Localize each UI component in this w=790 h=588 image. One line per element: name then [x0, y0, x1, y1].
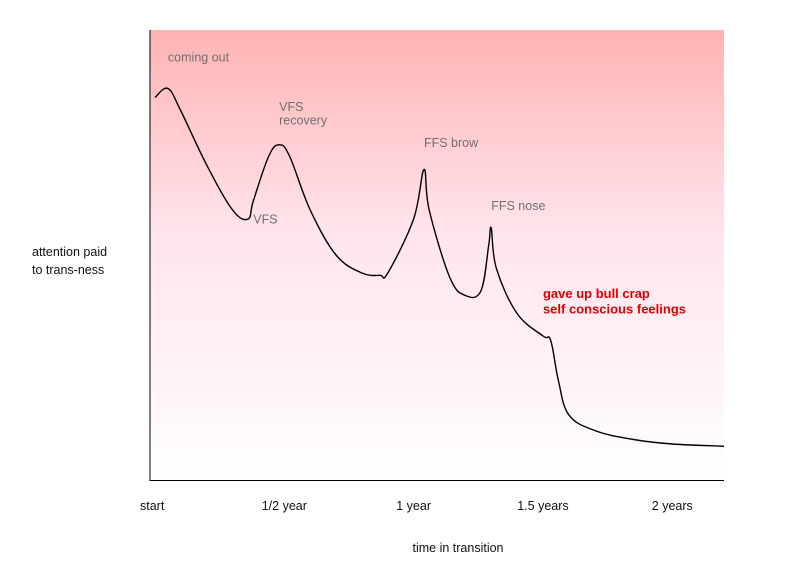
highlight-annotation: self conscious feelings	[543, 302, 686, 317]
highlight-annotation: gave up bull crap	[543, 286, 650, 301]
x-tick-label: start	[140, 499, 165, 513]
annotation-label: FFS brow	[424, 136, 479, 150]
annotation-label: recovery	[279, 114, 328, 128]
x-tick-label: 1.5 years	[517, 499, 568, 513]
x-axis-label: time in transition	[412, 541, 504, 555]
annotation-label: VFS	[279, 100, 303, 114]
x-tick-label: 1/2 year	[262, 499, 307, 513]
y-axis-label: attention paid to trans-ness	[32, 243, 142, 279]
plot-background	[150, 30, 724, 480]
annotation-label: FFS nose	[491, 199, 545, 213]
attention-line	[154, 87, 725, 447]
x-tick-label: 1 year	[396, 499, 431, 513]
y-axis-label-line-1: attention paid	[32, 245, 108, 259]
annotation-label: VFS	[253, 213, 277, 227]
y-axis-label-line-2: to trans-ness	[32, 263, 105, 277]
x-tick-label: 2 years	[652, 499, 693, 513]
annotation-label: coming out	[168, 51, 230, 65]
